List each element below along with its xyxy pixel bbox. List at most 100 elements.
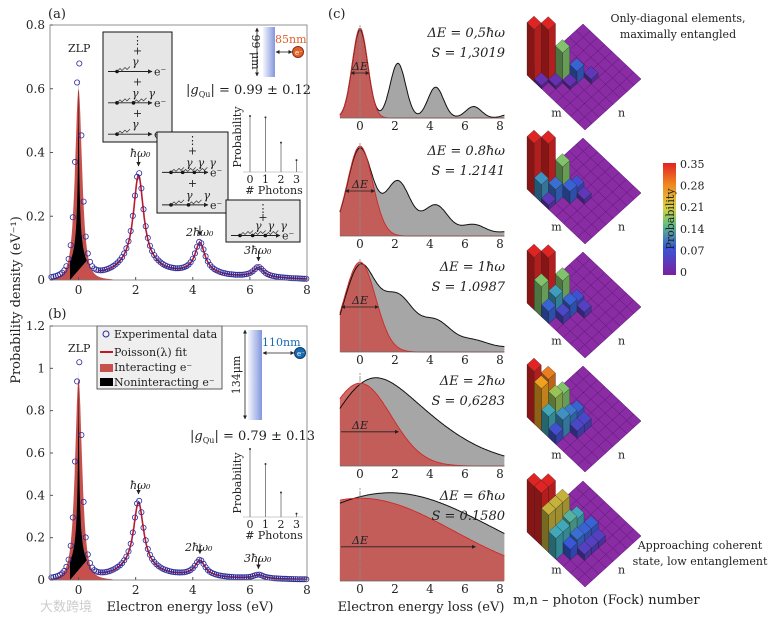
experimental-point xyxy=(166,263,173,270)
experimental-point xyxy=(194,243,201,250)
experimental-point xyxy=(74,378,81,385)
experimental-point xyxy=(223,573,230,580)
experimental-point xyxy=(144,234,151,241)
x-tick-label: 4 xyxy=(426,237,434,251)
experimental-point xyxy=(67,242,74,249)
x-tick-label: 6 xyxy=(246,583,254,597)
n-axis-label: n xyxy=(618,564,625,577)
experimental-point xyxy=(142,537,149,544)
experimental-point xyxy=(74,79,81,86)
photon-line xyxy=(194,167,208,173)
plus-symbol: + xyxy=(188,177,197,190)
x-tick-label: 0 xyxy=(356,353,364,367)
matrix-gridline xyxy=(575,258,635,314)
matrix-gridline xyxy=(575,372,635,428)
experimental-point xyxy=(136,497,143,504)
m-axis-label: m xyxy=(551,334,562,347)
experimental-point xyxy=(303,576,310,583)
x-tick-label: 6 xyxy=(461,582,469,596)
experimental-point xyxy=(72,458,79,465)
probability-stem-head xyxy=(280,491,282,494)
experimental-point xyxy=(78,132,85,139)
plus-symbol: + xyxy=(133,44,142,57)
panel-b: (b) ZLP ħω₀ 2ħω₀ 3ħω₀ Experimental data … xyxy=(48,307,315,615)
matrix-bar xyxy=(577,541,592,561)
matrix-bar xyxy=(541,16,556,83)
y-tick-label: 1.2 xyxy=(26,319,45,333)
experimental-point xyxy=(168,264,175,271)
photon-symbol: γ xyxy=(149,87,156,100)
x-tick-label: 8 xyxy=(496,119,504,133)
matrix-bar xyxy=(526,15,542,83)
experimental-point xyxy=(82,233,89,240)
photon-probability-inset-a: 0 1 2 3# Photons Probability xyxy=(231,106,303,197)
photon-line xyxy=(182,167,196,173)
m-axis-label: m xyxy=(551,106,562,119)
experimental-point xyxy=(283,575,290,582)
experimental-point xyxy=(221,573,228,580)
matrix-bar xyxy=(562,536,578,561)
peak-label-1: ħω₀ xyxy=(130,147,151,160)
note-top-line2: maximally entangled xyxy=(620,28,736,41)
experimental-point xyxy=(176,265,183,272)
colorbar-tick-label: 0.14 xyxy=(680,223,705,236)
experimental-point xyxy=(174,265,181,272)
n-axis-label: n xyxy=(618,107,625,120)
experimental-point xyxy=(76,359,83,366)
matrix-gridline xyxy=(584,78,642,131)
matrix-bar xyxy=(569,417,585,439)
photon-line xyxy=(188,199,202,206)
electron-symbol: e⁻ xyxy=(154,66,167,79)
x-tick-label: 0 xyxy=(75,283,83,297)
experimental-point xyxy=(279,575,286,582)
experimental-point xyxy=(303,275,310,282)
diagram-box xyxy=(102,31,173,143)
matrix-gridline xyxy=(568,150,628,206)
m-axis-label: m xyxy=(551,220,562,233)
n-axis-label: n xyxy=(618,221,625,234)
experimental-point xyxy=(97,569,104,576)
electron-icon xyxy=(294,347,306,359)
probability-stem-head xyxy=(280,141,282,144)
experimental-point xyxy=(288,275,295,282)
g-qu-value: |gQu| = 0.79 ± 0.13 xyxy=(190,429,315,445)
delta-e-value: ΔE = 1ħω xyxy=(439,260,506,275)
experimental-point xyxy=(174,569,181,576)
photon-symbol: γ xyxy=(209,156,216,169)
y-tick-label: 0.8 xyxy=(26,18,45,32)
sample-slab xyxy=(248,330,262,420)
x-tick-label: 8 xyxy=(303,583,311,597)
experimental-point xyxy=(241,271,248,278)
experimental-point xyxy=(294,576,301,583)
experimental-point xyxy=(63,563,70,570)
experimental-point xyxy=(76,60,83,67)
note-bottom-line2: state, low entanglement xyxy=(633,555,768,568)
electron-symbol: e⁻ xyxy=(154,97,167,110)
experimental-point xyxy=(125,548,132,555)
watermark-logo: 大数跨境 xyxy=(40,600,92,615)
legend-label-interacting: Interacting e⁻ xyxy=(114,361,192,374)
photon-line xyxy=(265,230,279,236)
experimental-point xyxy=(99,569,106,576)
dots-symbol: ⋮ xyxy=(132,34,143,47)
experimental-point xyxy=(127,540,134,547)
experimental-point xyxy=(217,572,224,579)
g-qu-value: |gQu| = 0.99 ± 0.12 xyxy=(186,83,311,99)
matrix-bar xyxy=(548,72,563,90)
experimental-point xyxy=(123,245,130,252)
experimental-point xyxy=(181,569,188,576)
y-tick-label: 0.2 xyxy=(26,209,45,223)
y-axis-label: Probability density (eV⁻¹) xyxy=(9,216,24,384)
zlp-gaussian-area xyxy=(339,262,505,352)
matrix-bar xyxy=(555,39,570,84)
experimental-point xyxy=(228,271,235,278)
entropy-value: S = 1,3019 xyxy=(431,46,505,61)
dots-symbol: ⋮ xyxy=(258,202,269,215)
photon-tick-label: 2 xyxy=(278,173,285,186)
x-tick-label: 2 xyxy=(391,119,399,133)
experimental-point xyxy=(268,272,275,279)
experimental-point xyxy=(129,529,136,536)
probability-stem-head xyxy=(295,512,298,515)
peak-label-2: 2ħω₀ xyxy=(184,541,213,554)
